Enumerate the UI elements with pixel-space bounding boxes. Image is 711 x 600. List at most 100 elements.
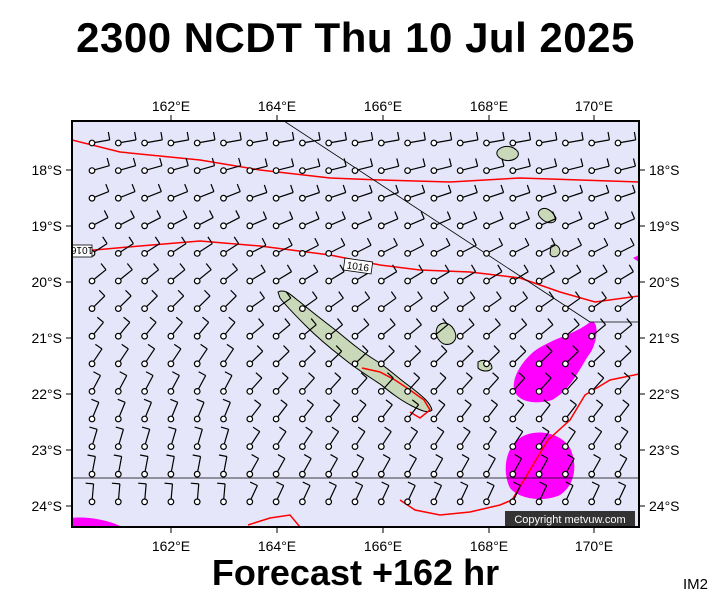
wind-barb-feather: [657, 238, 661, 245]
wind-barb-station: [272, 249, 280, 257]
wind-barb-station: [614, 139, 622, 147]
wind-barb-feather: [179, 263, 186, 271]
wind-barb-station: [272, 332, 280, 340]
wind-barb-station: [642, 416, 648, 422]
wind-barb-station: [483, 470, 490, 478]
wind-barb-station: [483, 277, 490, 285]
wind-barb-feather: [280, 399, 288, 406]
wind-barb-feather: [317, 158, 321, 167]
wind-barb-station: [272, 222, 280, 230]
wind-barb-station: [299, 249, 306, 257]
wind-barb-feather: [258, 318, 265, 326]
wind-barb-station: [456, 415, 464, 423]
wind-barb-feather: [366, 237, 372, 246]
wind-barb-feather: [580, 158, 584, 167]
wind-barb-station: [509, 139, 517, 147]
wind-barb-station: [642, 168, 648, 174]
wind-barb-station: [535, 415, 543, 423]
wind-barb-feather: [623, 372, 631, 379]
wind-barb-feather: [500, 184, 505, 193]
wind-barb-station: [325, 360, 333, 368]
wind-barb-feather: [473, 211, 478, 220]
wind-barb-shaft: [644, 298, 659, 308]
wind-barb-feather: [172, 371, 180, 377]
wind-barb-feather: [394, 211, 399, 220]
wind-barb-feather: [111, 482, 120, 485]
wind-barb-feather: [128, 236, 134, 244]
wind-barb-station: [642, 499, 648, 505]
wind-barb-feather: [308, 372, 315, 379]
wind-barb-feather: [423, 131, 426, 140]
wind-barb-station: [430, 360, 438, 368]
wind-barb-feather: [139, 454, 149, 458]
wind-barb-station: [325, 332, 333, 340]
wind-barb-feather: [622, 399, 630, 406]
wind-barb-feather: [526, 184, 531, 193]
wind-barb-feather: [543, 399, 551, 406]
wind-barb-feather: [309, 345, 316, 352]
wind-barb-station: [351, 277, 359, 285]
wind-barb-feather: [335, 345, 343, 352]
isobar-east: [511, 373, 639, 501]
wind-barb-feather: [87, 454, 96, 458]
wind-barb-feather: [388, 345, 395, 352]
wind-barb-station: [456, 332, 464, 340]
wind-barb-feather: [218, 454, 227, 458]
wind-barb-feather: [369, 158, 374, 167]
isobar-label-1: 1016: [342, 257, 374, 275]
wind-barb-feather: [287, 237, 293, 246]
wind-barb-feather: [170, 398, 178, 403]
wind-barb-feather: [360, 372, 368, 379]
wind-barb-station: [351, 498, 359, 506]
wind-barb-shaft: [644, 405, 655, 419]
wind-barb-feather: [281, 372, 289, 379]
wind-barb-station: [430, 470, 438, 478]
wind-barb-station: [272, 415, 280, 423]
wind-barb-station: [114, 194, 122, 202]
island-vanuatu-mid: [537, 207, 557, 224]
wind-barb-feather: [363, 318, 370, 326]
wind-barb-feather: [181, 236, 187, 244]
wind-barb-feather: [569, 399, 577, 406]
wind-barb-feather: [540, 454, 549, 460]
wind-barb-station: [299, 443, 306, 451]
wind-barb-feather: [102, 236, 108, 244]
wind-barb-feather: [625, 345, 632, 352]
wind-barb-feather: [159, 157, 163, 166]
wind-barb-station: [377, 443, 385, 451]
wind-barb-feather: [632, 158, 637, 167]
wind-barb-station: [141, 415, 149, 423]
wind-barb-feather: [107, 131, 111, 140]
wind-barb-station: [535, 194, 543, 202]
wind-barb-feather: [194, 426, 203, 430]
wind-barb-station: [456, 443, 464, 451]
wind-barb-feather: [123, 316, 131, 323]
wind-barb-feather: [396, 158, 400, 167]
wind-barb-station: [614, 277, 622, 285]
svg-text:1016: 1016: [346, 260, 370, 274]
wind-barb-feather: [494, 318, 501, 326]
wind-barb-feather: [291, 131, 295, 140]
wind-barb-station: [220, 470, 227, 478]
wind-barb-feather: [283, 345, 290, 352]
wind-barb-feather: [566, 454, 575, 460]
wind-barb-station: [220, 194, 227, 202]
wind-barb-station: [193, 332, 201, 340]
wind-barb-station: [509, 415, 517, 423]
lon-label-top-166: 166°E: [364, 98, 402, 114]
wind-barb-feather: [497, 264, 503, 272]
wind-barb-station: [246, 167, 254, 175]
wind-barb-station: [141, 332, 149, 340]
wind-barb-station: [588, 332, 596, 340]
wind-barb-station: [456, 249, 464, 257]
lon-label-top-168: 168°E: [470, 98, 508, 114]
wind-barb-feather: [145, 371, 154, 377]
wind-barb-station: [562, 498, 569, 506]
wind-barb-feather: [631, 184, 636, 193]
wind-barb-station: [325, 305, 333, 313]
wind-barb-feather: [85, 482, 94, 485]
wind-barb-feather: [604, 211, 609, 220]
wind-barb-station: [404, 305, 412, 313]
wind-barb-station: [614, 194, 622, 202]
wind-barb-feather: [342, 184, 347, 193]
